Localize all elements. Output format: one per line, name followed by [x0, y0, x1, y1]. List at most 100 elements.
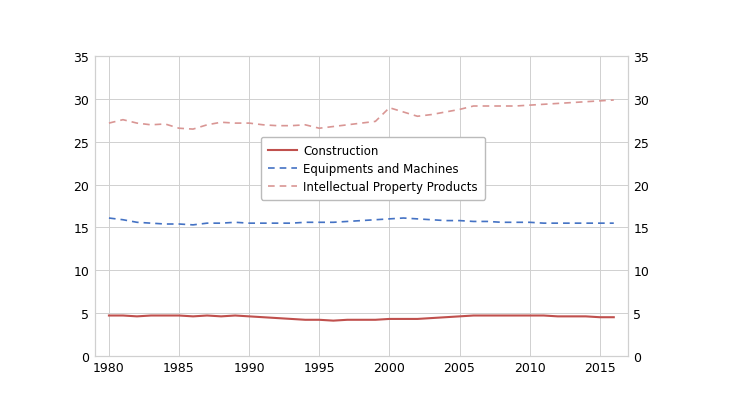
Intellectual Property Products [371, 120, 380, 125]
Intellectual Property Products [301, 123, 310, 128]
Intellectual Property Products [133, 121, 142, 126]
Intellectual Property Products [553, 102, 562, 107]
Construction [329, 318, 338, 323]
Construction [217, 314, 226, 319]
Construction [553, 314, 562, 319]
Equipments and Machines [329, 220, 338, 225]
Equipments and Machines [441, 218, 450, 223]
Construction [301, 317, 310, 322]
Equipments and Machines [217, 221, 226, 226]
Construction [287, 317, 296, 321]
Construction [610, 315, 618, 320]
Equipments and Machines [553, 221, 562, 226]
Intellectual Property Products [469, 104, 478, 109]
Construction [497, 313, 506, 318]
Equipments and Machines [385, 217, 393, 222]
Line: Intellectual Property Products: Intellectual Property Products [109, 101, 614, 130]
Equipments and Machines [427, 218, 436, 222]
Legend: Construction, Equipments and Machines, Intellectual Property Products: Construction, Equipments and Machines, I… [261, 138, 485, 200]
Equipments and Machines [581, 221, 590, 226]
Intellectual Property Products [511, 104, 520, 109]
Equipments and Machines [188, 223, 197, 228]
Equipments and Machines [315, 220, 323, 225]
Intellectual Property Products [427, 113, 436, 118]
Construction [315, 317, 323, 322]
Equipments and Machines [245, 221, 253, 226]
Construction [259, 315, 268, 320]
Intellectual Property Products [357, 121, 366, 126]
Equipments and Machines [399, 216, 408, 221]
Intellectual Property Products [497, 104, 506, 109]
Construction [483, 313, 492, 318]
Construction [469, 313, 478, 318]
Construction [526, 313, 534, 318]
Equipments and Machines [610, 221, 618, 226]
Equipments and Machines [357, 218, 366, 223]
Construction [174, 313, 183, 318]
Construction [133, 314, 142, 319]
Construction [118, 313, 127, 318]
Equipments and Machines [174, 222, 183, 227]
Intellectual Property Products [539, 103, 548, 108]
Equipments and Machines [118, 218, 127, 222]
Intellectual Property Products [259, 123, 268, 128]
Intellectual Property Products [161, 122, 169, 127]
Construction [441, 315, 450, 320]
Intellectual Property Products [343, 123, 352, 128]
Intellectual Property Products [217, 121, 226, 126]
Equipments and Machines [343, 220, 352, 225]
Equipments and Machines [104, 216, 113, 221]
Equipments and Machines [526, 220, 534, 225]
Intellectual Property Products [596, 99, 604, 104]
Construction [596, 315, 604, 320]
Equipments and Machines [511, 220, 520, 225]
Equipments and Machines [203, 221, 212, 226]
Intellectual Property Products [413, 115, 422, 119]
Construction [427, 316, 436, 321]
Equipments and Machines [301, 220, 310, 225]
Intellectual Property Products [399, 110, 408, 115]
Intellectual Property Products [203, 123, 212, 128]
Construction [567, 314, 576, 319]
Intellectual Property Products [441, 110, 450, 115]
Construction [539, 313, 548, 318]
Construction [511, 313, 520, 318]
Construction [245, 314, 253, 319]
Equipments and Machines [161, 222, 169, 227]
Construction [399, 317, 408, 321]
Intellectual Property Products [385, 106, 393, 111]
Construction [455, 314, 464, 319]
Equipments and Machines [497, 220, 506, 225]
Equipments and Machines [483, 220, 492, 225]
Intellectual Property Products [245, 121, 253, 126]
Equipments and Machines [147, 221, 155, 226]
Equipments and Machines [413, 217, 422, 222]
Equipments and Machines [469, 220, 478, 225]
Equipments and Machines [371, 218, 380, 222]
Intellectual Property Products [315, 126, 323, 131]
Intellectual Property Products [455, 108, 464, 112]
Equipments and Machines [133, 220, 142, 225]
Equipments and Machines [455, 218, 464, 223]
Construction [161, 313, 169, 318]
Intellectual Property Products [104, 121, 113, 126]
Line: Construction: Construction [109, 316, 614, 321]
Intellectual Property Products [273, 124, 282, 129]
Intellectual Property Products [147, 123, 155, 128]
Construction [147, 313, 155, 318]
Intellectual Property Products [610, 98, 618, 103]
Intellectual Property Products [231, 121, 239, 126]
Construction [273, 316, 282, 321]
Intellectual Property Products [526, 103, 534, 108]
Construction [343, 317, 352, 322]
Construction [203, 313, 212, 318]
Intellectual Property Products [188, 127, 197, 132]
Intellectual Property Products [329, 125, 338, 130]
Equipments and Machines [259, 221, 268, 226]
Construction [104, 313, 113, 318]
Construction [188, 314, 197, 319]
Intellectual Property Products [581, 100, 590, 105]
Equipments and Machines [596, 221, 604, 226]
Equipments and Machines [567, 221, 576, 226]
Intellectual Property Products [567, 101, 576, 106]
